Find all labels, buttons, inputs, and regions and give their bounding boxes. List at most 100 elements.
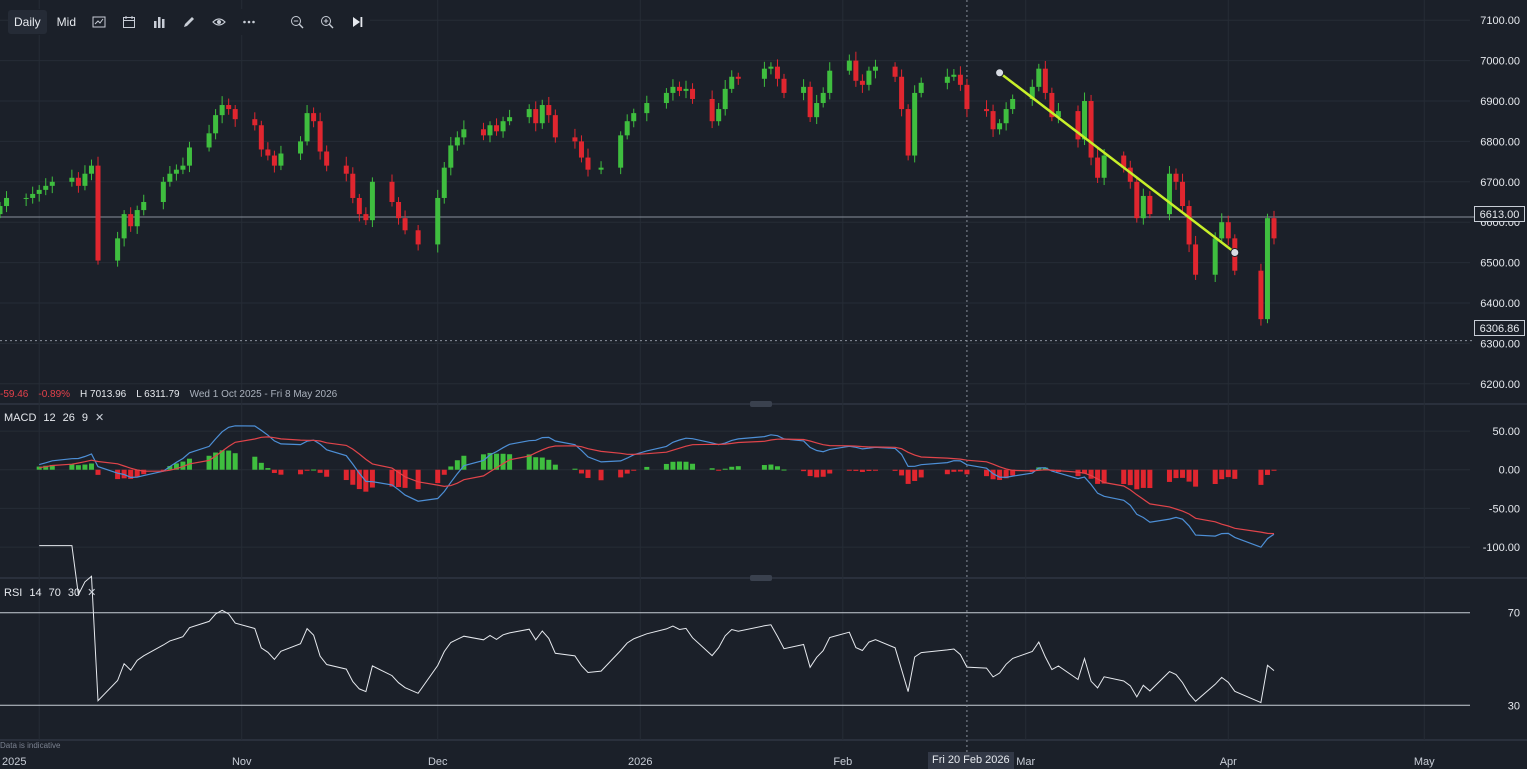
candle-body[interactable]	[572, 137, 578, 142]
candle-body[interactable]	[43, 185, 49, 190]
candle-body[interactable]	[95, 165, 101, 261]
candle-body[interactable]	[454, 137, 460, 146]
candle-body[interactable]	[735, 76, 741, 79]
candle-body[interactable]	[1186, 206, 1192, 245]
trendline-handle[interactable]	[995, 68, 1005, 78]
candle-body[interactable]	[578, 141, 584, 158]
trendline-handle[interactable]	[1230, 248, 1240, 257]
candle-body[interactable]	[343, 165, 349, 174]
candle-body[interactable]	[853, 60, 859, 81]
candle-body[interactable]	[1258, 270, 1264, 320]
zoom-out-button[interactable]	[284, 10, 310, 34]
candle-body[interactable]	[729, 76, 735, 89]
candle-body[interactable]	[1166, 173, 1172, 215]
candle-body[interactable]	[36, 189, 42, 194]
candle-body[interactable]	[997, 123, 1003, 130]
candle-body[interactable]	[552, 115, 558, 138]
candle-body[interactable]	[814, 103, 820, 118]
candle-body[interactable]	[820, 92, 826, 104]
candle-body[interactable]	[1147, 195, 1153, 215]
candle-body[interactable]	[944, 76, 950, 83]
candle-body[interactable]	[88, 165, 94, 174]
candle-body[interactable]	[690, 88, 696, 99]
candle-body[interactable]	[75, 177, 81, 186]
candle-body[interactable]	[807, 86, 813, 118]
candle-body[interactable]	[1049, 92, 1055, 118]
candle-body[interactable]	[859, 80, 865, 85]
pane-resize-handle[interactable]	[750, 575, 772, 581]
interval-button[interactable]: Daily	[8, 10, 47, 34]
candle-body[interactable]	[0, 206, 3, 215]
candle-body[interactable]	[4, 197, 10, 207]
candle-body[interactable]	[494, 125, 500, 132]
candle-body[interactable]	[1036, 68, 1042, 87]
zoom-in-button[interactable]	[314, 10, 340, 34]
candle-body[interactable]	[1134, 181, 1140, 219]
candle-body[interactable]	[1225, 222, 1231, 239]
candle-body[interactable]	[1140, 195, 1146, 219]
candle-body[interactable]	[683, 88, 689, 91]
more-button[interactable]	[236, 10, 262, 34]
candle-body[interactable]	[173, 169, 179, 174]
candle-body[interactable]	[134, 210, 140, 227]
candle-body[interactable]	[539, 105, 545, 124]
candle-body[interactable]	[1082, 101, 1088, 140]
candle-body[interactable]	[768, 66, 774, 69]
candle-body[interactable]	[121, 214, 127, 239]
candle-body[interactable]	[663, 92, 669, 104]
candle-body[interactable]	[899, 76, 905, 110]
candle-body[interactable]	[774, 66, 780, 79]
candle-body[interactable]	[827, 70, 833, 93]
jump-to-end-button[interactable]	[344, 10, 370, 34]
candle-body[interactable]	[1088, 101, 1094, 158]
candle-body[interactable]	[1003, 109, 1009, 124]
pane-resize-handle[interactable]	[750, 401, 772, 407]
candle-body[interactable]	[448, 145, 454, 168]
candle-body[interactable]	[526, 109, 532, 118]
candle-body[interactable]	[984, 109, 990, 112]
candle-body[interactable]	[369, 181, 375, 221]
candle-body[interactable]	[631, 113, 637, 122]
candle-body[interactable]	[141, 202, 147, 211]
candle-body[interactable]	[258, 125, 264, 150]
candle-body[interactable]	[389, 181, 395, 202]
candle-body[interactable]	[271, 155, 277, 166]
candle-body[interactable]	[317, 121, 323, 152]
candle-body[interactable]	[252, 119, 258, 126]
candle-body[interactable]	[115, 238, 121, 261]
candle-body[interactable]	[415, 230, 421, 245]
candle-body[interactable]	[964, 84, 970, 110]
candle-body[interactable]	[180, 165, 186, 170]
candle-body[interactable]	[1095, 157, 1101, 178]
candle-body[interactable]	[480, 129, 486, 136]
candle-body[interactable]	[1075, 111, 1081, 140]
candle-body[interactable]	[441, 167, 447, 198]
candle-body[interactable]	[866, 70, 872, 85]
price-type-button[interactable]: Mid	[56, 15, 77, 29]
candle-body[interactable]	[186, 147, 192, 166]
rsi-close-icon[interactable]: ✕	[87, 587, 97, 599]
candle-body[interactable]	[69, 177, 75, 182]
candle-body[interactable]	[905, 109, 911, 156]
candle-body[interactable]	[265, 149, 271, 156]
candle-body[interactable]	[957, 74, 963, 85]
candle-body[interactable]	[219, 105, 225, 116]
candle-body[interactable]	[846, 60, 852, 71]
macd-close-icon[interactable]: ✕	[95, 412, 105, 424]
candle-body[interactable]	[1101, 155, 1107, 178]
candle-body[interactable]	[304, 113, 310, 142]
candle-body[interactable]	[167, 173, 173, 182]
candle-body[interactable]	[918, 82, 924, 93]
candle-body[interactable]	[160, 181, 166, 202]
candle-body[interactable]	[232, 109, 238, 120]
candle-body[interactable]	[781, 78, 787, 93]
candle-body[interactable]	[396, 202, 402, 219]
candle-body[interactable]	[226, 105, 232, 110]
candle-body[interactable]	[951, 74, 957, 77]
candle-body[interactable]	[128, 214, 134, 227]
candle-body[interactable]	[1055, 111, 1061, 118]
candle-body[interactable]	[716, 109, 722, 122]
candle-body[interactable]	[624, 121, 630, 136]
candle-body[interactable]	[49, 181, 55, 186]
indicators-button[interactable]	[146, 10, 172, 34]
